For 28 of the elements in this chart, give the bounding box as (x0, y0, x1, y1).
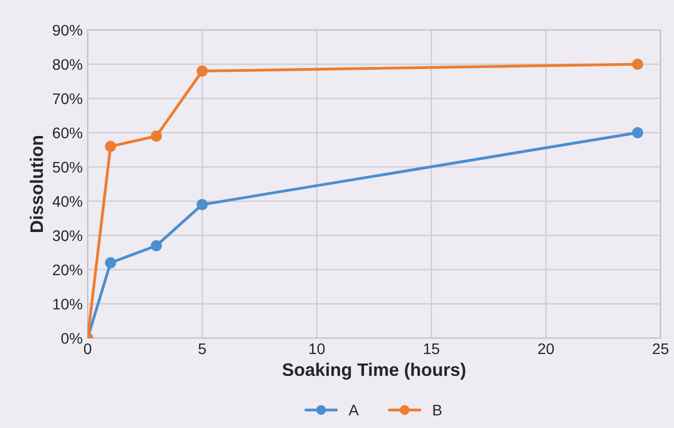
y-tick-label: 90% (52, 24, 82, 36)
x-tick-label: 5 (198, 344, 206, 354)
y-tick-label: 10% (53, 298, 82, 310)
y-tick-label: 50% (52, 162, 82, 173)
x-tick-label: 20 (538, 343, 554, 354)
point (196, 65, 208, 77)
point (104, 140, 116, 152)
y-tick-label: 30% (52, 230, 82, 242)
x-tick-label: 25 (652, 343, 668, 354)
y-tick-label: 60% (52, 128, 82, 138)
x-tick-label: 15 (424, 344, 440, 354)
legend-label: A (348, 404, 359, 416)
point (104, 257, 116, 268)
y-tick-label: 20% (52, 264, 82, 276)
y-tick-label: 70% (52, 93, 82, 104)
x-tick-label: 0 (84, 343, 92, 354)
y-axis-title: Dissolution (30, 136, 44, 232)
y-tick-label: 0% (61, 332, 82, 344)
point (150, 130, 162, 142)
point (196, 199, 208, 210)
y-tick-label: 80% (52, 59, 82, 70)
x-axis-title: Soaking Time (hours) (282, 362, 466, 380)
point (150, 240, 162, 252)
point (632, 58, 644, 70)
y-tick-label: 40% (52, 196, 82, 207)
point (632, 127, 644, 138)
x-tick-label: 10 (309, 343, 325, 354)
legend-label: B (433, 404, 442, 416)
